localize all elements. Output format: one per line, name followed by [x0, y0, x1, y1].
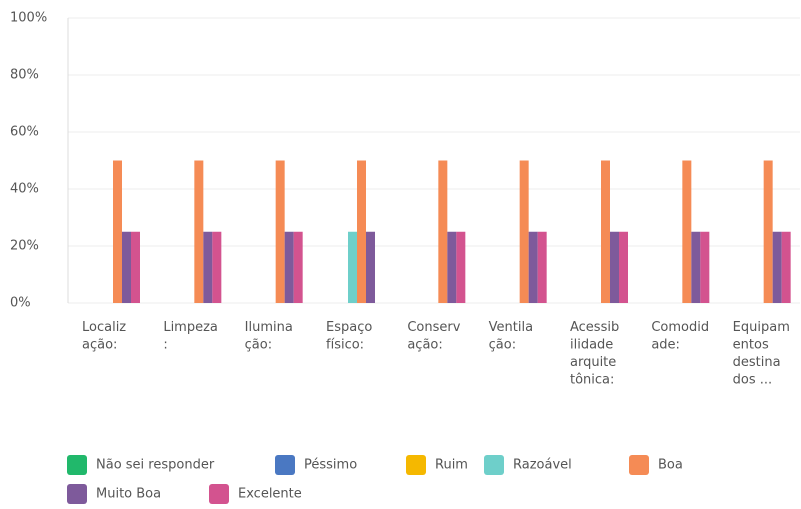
- bar: [528, 231, 538, 303]
- bar: [519, 160, 529, 303]
- legend-label: Ruim: [435, 458, 468, 473]
- x-tick-label: Equipam entos destina dos ...: [733, 320, 790, 388]
- x-tick-label: Acessib ilidade arquite tônica:: [570, 320, 619, 388]
- bar: [293, 231, 303, 303]
- y-tick-label: 100%: [10, 11, 47, 26]
- bar: [212, 231, 222, 303]
- y-tick-label: 0%: [10, 296, 31, 311]
- legend-swatch: [484, 455, 504, 475]
- bar: [691, 231, 701, 303]
- legend-label: Muito Boa: [96, 487, 161, 502]
- x-tick-label: Ventila ção:: [489, 320, 533, 353]
- x-tick-label: Comodid ade:: [651, 320, 709, 353]
- x-tick-label: Conserv ação:: [407, 320, 460, 353]
- bar: [619, 231, 628, 303]
- legend-swatch: [67, 455, 87, 475]
- legend-swatch: [67, 484, 87, 504]
- legend-swatch: [209, 484, 229, 504]
- bar: [122, 231, 131, 303]
- bar: [537, 231, 547, 303]
- bar: [357, 160, 366, 303]
- bar: [763, 160, 773, 303]
- bar: [348, 231, 357, 303]
- legend-swatch: [406, 455, 426, 475]
- x-tick-label: Limpeza:: [163, 320, 218, 353]
- legend-label: Razoável: [513, 458, 572, 473]
- x-tick-label: Ilumina ção:: [245, 320, 293, 353]
- legend-label: Não sei responder: [96, 458, 215, 473]
- legend-swatch: [275, 455, 295, 475]
- bar: [275, 160, 285, 303]
- bar: [113, 160, 122, 303]
- bar: [456, 231, 466, 303]
- bar: [682, 160, 692, 303]
- bar: [438, 160, 448, 303]
- y-tick-label: 20%: [10, 239, 39, 254]
- x-tick-label: Espaço físico:: [326, 320, 372, 353]
- bar: [203, 231, 213, 303]
- legend-label: Boa: [658, 458, 683, 473]
- bar: [610, 231, 619, 303]
- y-tick-label: 40%: [10, 182, 39, 197]
- bar: [700, 231, 710, 303]
- bar: [366, 231, 375, 303]
- bar: [781, 231, 791, 303]
- x-tick-label: Localiz ação:: [82, 320, 126, 353]
- bar: [601, 160, 610, 303]
- bar: [447, 231, 457, 303]
- bar: [284, 231, 294, 303]
- legend-swatch: [629, 455, 649, 475]
- y-tick-label: 80%: [10, 68, 39, 83]
- legend-label: Péssimo: [304, 458, 357, 473]
- legend-label: Excelente: [238, 487, 302, 502]
- bar: [131, 231, 140, 303]
- y-tick-label: 60%: [10, 125, 39, 140]
- bar: [194, 160, 204, 303]
- bar: [772, 231, 782, 303]
